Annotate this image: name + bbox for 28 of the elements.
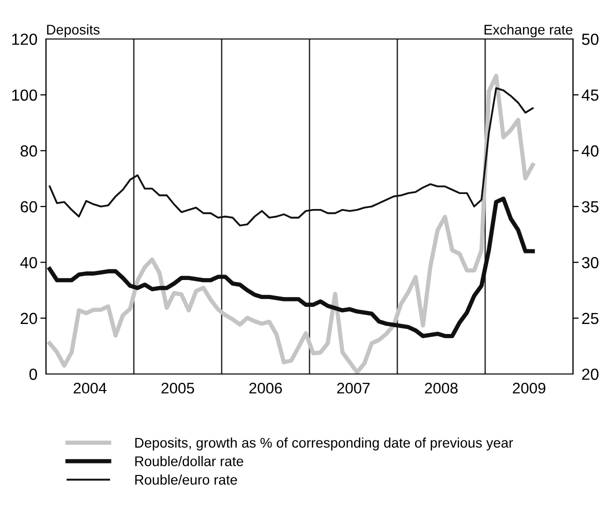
x-tick-label: 2005	[162, 382, 194, 394]
x-tick-label: 2007	[337, 382, 370, 394]
x-tick-label: 2009	[512, 382, 546, 394]
line-series	[48, 196, 535, 338]
y-tick-label: 20	[20, 312, 38, 324]
x-tick-label: 2006	[249, 382, 282, 394]
line-series	[48, 74, 535, 374]
legend-label: Rouble/dollar rate	[135, 456, 244, 466]
y-tick-label: 120	[12, 34, 38, 45]
legend-label: Rouble/euro rate	[135, 474, 238, 485]
y2-tick-label: 30	[582, 256, 598, 268]
line-series	[48, 87, 534, 226]
y2-tick-label: 45	[582, 90, 598, 101]
y-tick-label: 80	[20, 145, 38, 157]
y2-tick-label: 50	[582, 34, 598, 45]
y2-tick-label: 40	[582, 145, 598, 157]
y-tick-label: 100	[12, 89, 38, 101]
y-axis-title: Deposits	[47, 24, 100, 38]
x-tick-label: 2004	[74, 382, 106, 394]
y-tick-label: 60	[20, 201, 38, 212]
y2-tick-label: 25	[582, 312, 598, 324]
y-tick-label: 40	[20, 256, 38, 268]
legend-label: Deposits, growth as % of corresponding date of previous year	[135, 438, 513, 450]
y2-tick-label: 35	[582, 201, 598, 212]
y2-tick-label: 20	[582, 368, 598, 380]
x-tick-label: 2008	[425, 382, 458, 394]
y2-axis-title: Exchange rate	[484, 24, 572, 38]
y-tick-label: 0	[29, 368, 38, 380]
